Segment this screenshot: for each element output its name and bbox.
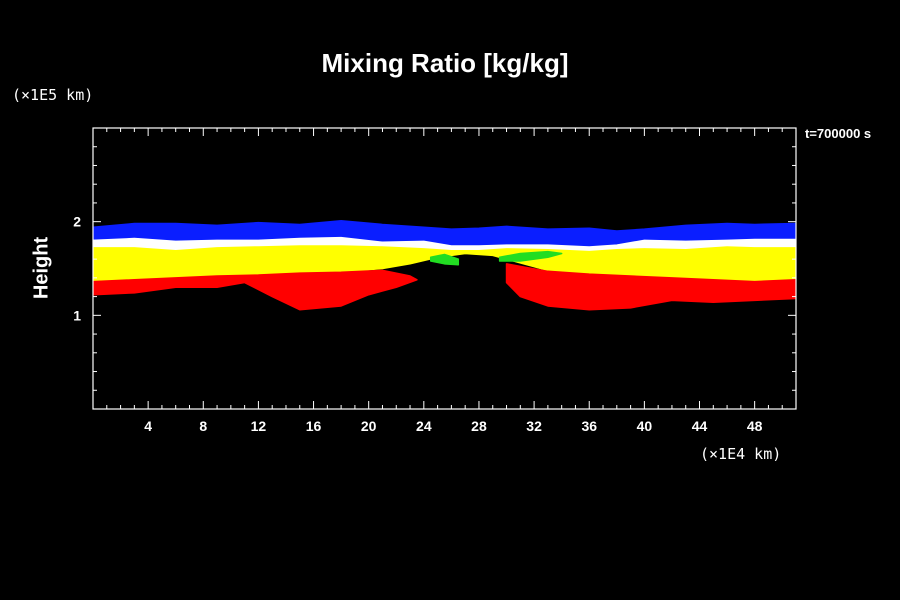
x-tick-label: 28 bbox=[471, 418, 487, 434]
x-axis-unit: (×1E4 km) bbox=[700, 445, 782, 463]
y-tick-label: 2 bbox=[73, 214, 81, 230]
x-tick-label: 32 bbox=[526, 418, 542, 434]
x-tick-label: 36 bbox=[581, 418, 597, 434]
y-axis-unit: (×1E5 km) bbox=[12, 86, 94, 104]
field-region-6 bbox=[498, 250, 563, 262]
x-tick-label: 40 bbox=[637, 418, 653, 434]
x-tick-label: 16 bbox=[306, 418, 322, 434]
x-tick-label: 44 bbox=[692, 418, 708, 434]
field-region-5 bbox=[429, 253, 460, 266]
x-tick-label: 20 bbox=[361, 418, 377, 434]
x-tick-label: 12 bbox=[251, 418, 267, 434]
plot-frame bbox=[92, 127, 797, 410]
x-tick-label: 24 bbox=[416, 418, 432, 434]
x-tick-label: 48 bbox=[747, 418, 763, 434]
y-tick-label: 1 bbox=[73, 307, 81, 323]
time-label: t=700000 s bbox=[805, 126, 872, 141]
x-tick-label: 8 bbox=[199, 418, 207, 434]
field-region-3 bbox=[93, 269, 418, 311]
field-region-4 bbox=[505, 263, 796, 311]
chart-title: Mixing Ratio [kg/kg] bbox=[321, 48, 569, 78]
x-tick-label: 4 bbox=[144, 418, 152, 434]
